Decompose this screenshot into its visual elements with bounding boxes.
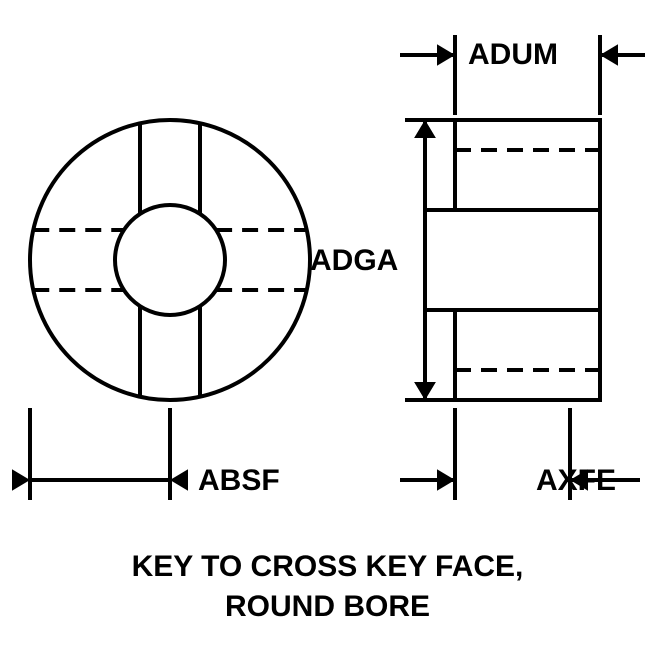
dim-label-axfe: AXFE xyxy=(536,464,616,498)
caption-line-2: ROUND BORE xyxy=(0,590,655,624)
diagram-container: ADGA ADUM ABSF AXFE KEY TO CROSS KEY FAC… xyxy=(0,0,655,668)
caption-line-1: KEY TO CROSS KEY FACE, xyxy=(0,550,655,584)
dim-label-adga: ADGA xyxy=(310,244,398,278)
dim-label-absf: ABSF xyxy=(198,464,280,498)
dim-label-adum: ADUM xyxy=(468,38,558,72)
